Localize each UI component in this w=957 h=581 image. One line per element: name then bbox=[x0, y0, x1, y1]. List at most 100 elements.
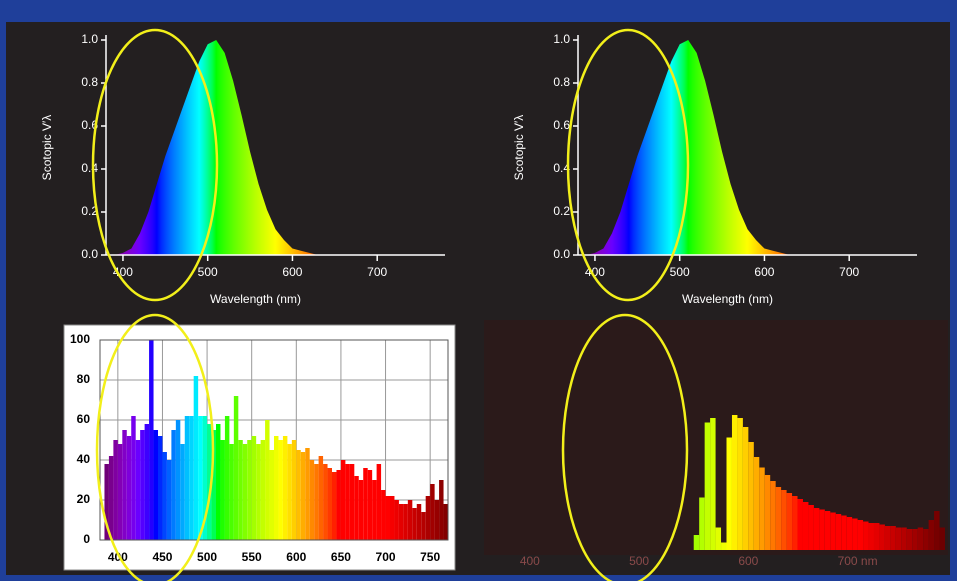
bar bbox=[435, 500, 439, 540]
x-tick-label: 450 bbox=[152, 550, 172, 564]
y-tick-label: 100 bbox=[70, 332, 90, 346]
bar bbox=[171, 430, 175, 540]
x-tick-label: 600 bbox=[738, 554, 758, 568]
bar bbox=[243, 444, 247, 540]
bar bbox=[787, 493, 792, 550]
bar bbox=[118, 444, 122, 540]
x-tick-label: 500 bbox=[670, 265, 690, 279]
bar bbox=[216, 424, 220, 540]
bar bbox=[296, 450, 300, 540]
bar bbox=[238, 440, 242, 540]
photo-panel bbox=[484, 320, 948, 555]
y-tick-label: 0.0 bbox=[553, 247, 570, 261]
bar bbox=[131, 416, 135, 540]
bar bbox=[770, 481, 775, 550]
bar bbox=[737, 418, 742, 550]
bar bbox=[444, 504, 448, 540]
y-tick-label: 0.8 bbox=[81, 75, 98, 89]
bar bbox=[781, 490, 786, 550]
x-axis-label: Wavelength (nm) bbox=[210, 292, 301, 306]
y-tick-label: 0.4 bbox=[81, 161, 98, 175]
x-tick-label: 500 bbox=[629, 554, 649, 568]
bar bbox=[274, 436, 278, 540]
bar bbox=[890, 526, 895, 550]
bar bbox=[319, 456, 323, 540]
bar bbox=[113, 440, 117, 540]
bar bbox=[940, 528, 945, 551]
bar bbox=[808, 505, 813, 550]
bar bbox=[430, 484, 434, 540]
bar bbox=[390, 496, 394, 540]
bar bbox=[727, 438, 732, 551]
bar bbox=[912, 529, 917, 550]
bar bbox=[716, 528, 721, 551]
bar bbox=[929, 520, 934, 550]
bar bbox=[869, 523, 874, 550]
bar bbox=[310, 460, 314, 540]
bar bbox=[412, 508, 416, 540]
bar bbox=[754, 457, 759, 550]
bar bbox=[220, 440, 224, 540]
bar bbox=[421, 512, 425, 540]
x-tick-label: 500 bbox=[198, 265, 218, 279]
bar bbox=[323, 464, 327, 540]
bar bbox=[265, 420, 269, 540]
bar bbox=[721, 543, 726, 551]
bar bbox=[408, 500, 412, 540]
bar bbox=[145, 424, 149, 540]
x-tick-label: 700 bbox=[839, 265, 859, 279]
bar bbox=[885, 526, 890, 550]
bar bbox=[252, 436, 256, 540]
bar bbox=[847, 517, 852, 550]
bar bbox=[283, 436, 287, 540]
bar bbox=[301, 452, 305, 540]
bar bbox=[798, 499, 803, 550]
bar bbox=[710, 418, 715, 550]
bar bbox=[372, 480, 376, 540]
bar bbox=[394, 500, 398, 540]
bar bbox=[819, 510, 824, 551]
y-tick-label: 40 bbox=[77, 452, 91, 466]
bar bbox=[336, 470, 340, 540]
x-tick-label: 700 nm bbox=[838, 554, 878, 568]
bar bbox=[743, 427, 748, 550]
bar bbox=[136, 440, 140, 540]
bar bbox=[359, 480, 363, 540]
y-tick-label: 1.0 bbox=[81, 32, 98, 46]
bar bbox=[765, 475, 770, 550]
x-tick-label: 600 bbox=[754, 265, 774, 279]
x-axis-label: Wavelength (nm) bbox=[682, 292, 773, 306]
y-tick-label: 80 bbox=[77, 372, 91, 386]
y-axis-label: Scotopic V′λ bbox=[512, 115, 526, 181]
bar bbox=[694, 535, 699, 550]
bar bbox=[328, 468, 332, 540]
bar bbox=[748, 442, 753, 550]
bar bbox=[176, 420, 180, 540]
bar bbox=[350, 464, 354, 540]
bar bbox=[863, 522, 868, 551]
x-tick-label: 550 bbox=[242, 550, 262, 564]
bar bbox=[426, 496, 430, 540]
bar bbox=[923, 529, 928, 550]
bar bbox=[759, 468, 764, 551]
bar bbox=[278, 440, 282, 540]
y-tick-label: 0.6 bbox=[553, 118, 570, 132]
bar bbox=[185, 416, 189, 540]
bar bbox=[803, 502, 808, 550]
x-tick-label: 750 bbox=[420, 550, 440, 564]
y-tick-label: 60 bbox=[77, 412, 91, 426]
bar bbox=[852, 519, 857, 551]
bar bbox=[792, 496, 797, 550]
bar bbox=[363, 468, 367, 540]
bar bbox=[189, 416, 193, 540]
bar bbox=[270, 450, 274, 540]
bar bbox=[399, 504, 403, 540]
bar bbox=[167, 460, 171, 540]
bar bbox=[261, 440, 265, 540]
bar bbox=[140, 430, 144, 540]
y-tick-label: 20 bbox=[77, 492, 91, 506]
bar bbox=[858, 520, 863, 550]
bar bbox=[901, 528, 906, 551]
bar bbox=[158, 436, 162, 540]
y-axis-label: Scotopic V′λ bbox=[40, 115, 54, 181]
